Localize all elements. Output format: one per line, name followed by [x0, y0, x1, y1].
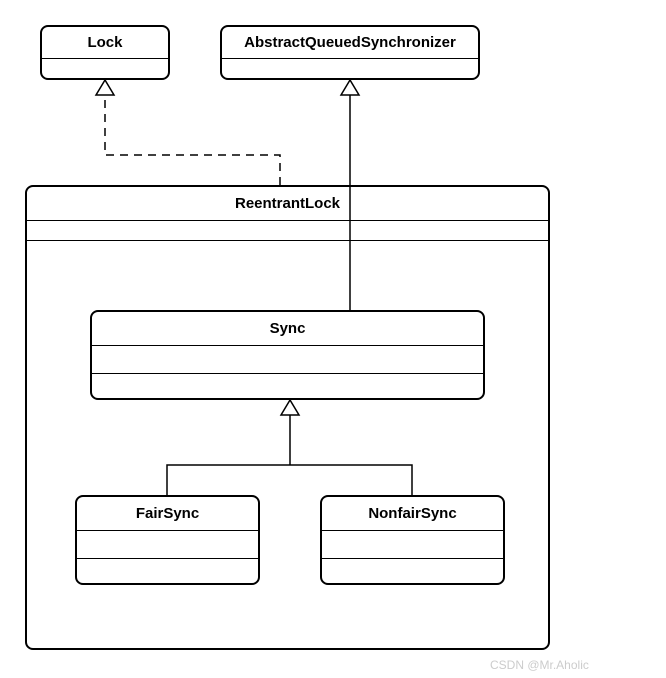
class-nonfairsync-section-2 — [322, 559, 503, 587]
watermark: CSDN @Mr.Aholic — [490, 658, 589, 672]
class-reentrantlock-title: ReentrantLock — [27, 187, 548, 221]
class-lock-title: Lock — [42, 27, 168, 59]
class-nonfairsync-section-1 — [322, 531, 503, 559]
class-fairsync-section-1 — [77, 531, 258, 559]
class-lock-section — [42, 59, 168, 82]
class-reentrantlock-section-1 — [27, 221, 548, 241]
class-sync: Sync — [90, 310, 485, 400]
class-fairsync-section-2 — [77, 559, 258, 587]
class-sync-title: Sync — [92, 312, 483, 346]
class-aqs: AbstractQueuedSynchronizer — [220, 25, 480, 80]
class-aqs-section — [222, 59, 478, 82]
class-reentrantlock-section-2 — [27, 241, 548, 267]
class-nonfairsync-title: NonfairSync — [322, 497, 503, 531]
class-fairsync-title: FairSync — [77, 497, 258, 531]
class-sync-section-2 — [92, 374, 483, 402]
class-fairsync: FairSync — [75, 495, 260, 585]
class-lock: Lock — [40, 25, 170, 80]
class-nonfairsync: NonfairSync — [320, 495, 505, 585]
class-sync-section-1 — [92, 346, 483, 374]
class-aqs-title: AbstractQueuedSynchronizer — [222, 27, 478, 59]
